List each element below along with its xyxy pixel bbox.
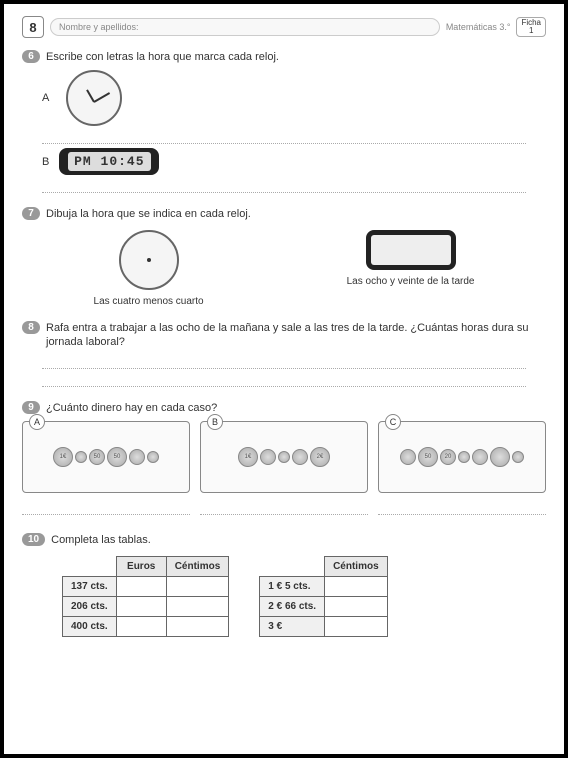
exercise-prompt: ¿Cuánto dinero hay en cada caso? — [46, 401, 546, 415]
ficha-num: 1 — [521, 27, 541, 35]
coin-icon — [129, 449, 145, 465]
clock-label-b: B — [42, 156, 49, 168]
coin-icon — [75, 451, 87, 463]
exercise-number: 6 — [22, 50, 40, 63]
table-row-head: 3 € — [260, 616, 325, 636]
exercise-8: 8 Rafa entra a trabajar a las ocho de la… — [22, 321, 546, 388]
table-cell[interactable] — [116, 596, 166, 616]
exercise-number: 9 — [22, 401, 40, 414]
table-cell[interactable] — [325, 596, 388, 616]
coin-icon — [292, 449, 308, 465]
clock-caption: Las ocho y veinte de la tarde — [347, 276, 475, 287]
table-header: Euros — [116, 556, 166, 576]
coin-icon: 50 — [107, 447, 127, 467]
answer-line[interactable] — [22, 501, 190, 515]
exercise-6: 6 Escribe con letras la hora que marca c… — [22, 50, 546, 193]
table-cell[interactable] — [325, 576, 388, 596]
table-row-head: 2 € 66 cts. — [260, 596, 325, 616]
coin-icon: 50 — [418, 447, 438, 467]
coin-box-b: 1€ 2€ — [200, 421, 368, 493]
answer-line[interactable] — [42, 373, 526, 387]
answer-line[interactable] — [42, 130, 526, 144]
exercise-9: 9 ¿Cuánto dinero hay en cada caso? 1€ 50… — [22, 401, 546, 519]
exercise-number: 10 — [22, 533, 45, 546]
coin-icon: 20 — [440, 449, 456, 465]
clock-caption: Las cuatro menos cuarto — [94, 296, 204, 307]
table-cell[interactable] — [166, 616, 229, 636]
digital-clock-icon: PM 10:45 — [59, 148, 159, 175]
table-cell[interactable] — [166, 596, 229, 616]
exercise-prompt: Completa las tablas. — [51, 533, 546, 547]
exercise-prompt: Escribe con letras la hora que marca cad… — [46, 50, 546, 64]
blank-digital-clock-icon[interactable] — [366, 230, 456, 270]
coin-icon — [512, 451, 524, 463]
table-row-head: 1 € 5 cts. — [260, 576, 325, 596]
coin-icon — [490, 447, 510, 467]
table-1: Euros Céntimos 137 cts. 206 cts. 400 cts… — [62, 556, 229, 637]
coin-icon — [147, 451, 159, 463]
coin-icon: 50 — [89, 449, 105, 465]
ficha-badge: Ficha 1 — [516, 17, 546, 37]
exercise-number: 7 — [22, 207, 40, 220]
table-cell[interactable] — [116, 616, 166, 636]
table-cell[interactable] — [116, 576, 166, 596]
name-field[interactable]: Nombre y apellidos: — [50, 18, 440, 36]
coin-icon — [400, 449, 416, 465]
answer-line[interactable] — [42, 179, 526, 193]
answer-line[interactable] — [378, 501, 546, 515]
digital-clock-display: PM 10:45 — [68, 152, 150, 171]
worksheet-header: 8 Nombre y apellidos: Matemáticas 3.° Fi… — [22, 16, 546, 38]
table-row-head: 400 cts. — [63, 616, 117, 636]
table-cell[interactable] — [325, 616, 388, 636]
coin-box-c: 50 20 — [378, 421, 546, 493]
coin-icon — [278, 451, 290, 463]
exercise-10: 10 Completa las tablas. Euros Céntimos 1… — [22, 533, 546, 636]
blank-analog-clock-icon[interactable] — [119, 230, 179, 290]
exercise-prompt: Rafa entra a trabajar a las ocho de la m… — [46, 321, 546, 350]
coin-icon — [260, 449, 276, 465]
coin-icon — [458, 451, 470, 463]
table-row-head: 206 cts. — [63, 596, 117, 616]
coin-icon — [472, 449, 488, 465]
answer-line[interactable] — [200, 501, 368, 515]
exercise-prompt: Dibuja la hora que se indica en cada rel… — [46, 207, 546, 221]
analog-watch-icon — [66, 70, 122, 126]
table-header: Céntimos — [166, 556, 229, 576]
exercise-number: 8 — [22, 321, 40, 334]
table-row-head: 137 cts. — [63, 576, 117, 596]
page-number: 8 — [22, 16, 44, 38]
coin-icon: 1€ — [53, 447, 73, 467]
subject-label: Matemáticas 3.° — [446, 22, 511, 32]
exercise-7: 7 Dibuja la hora que se indica en cada r… — [22, 207, 546, 306]
table-header: Céntimos — [325, 556, 388, 576]
answer-line[interactable] — [42, 355, 526, 369]
coin-icon: 1€ — [238, 447, 258, 467]
table-2: Céntimos 1 € 5 cts. 2 € 66 cts. 3 € — [259, 556, 387, 637]
clock-label-a: A — [42, 92, 49, 104]
table-cell[interactable] — [166, 576, 229, 596]
coin-box-a: 1€ 50 50 — [22, 421, 190, 493]
coin-icon: 2€ — [310, 447, 330, 467]
